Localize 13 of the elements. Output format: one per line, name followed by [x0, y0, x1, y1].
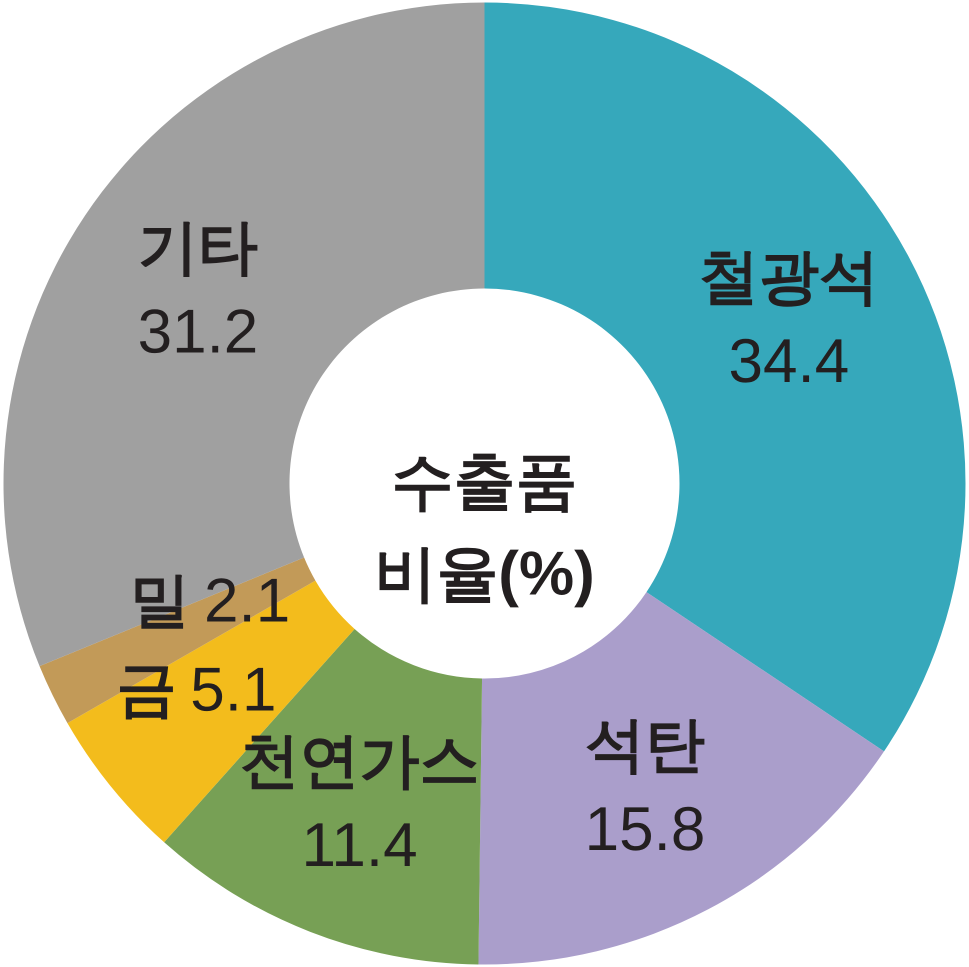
data-label: 15.8 — [584, 794, 706, 864]
data-label: 31.2 — [138, 297, 258, 366]
slice-label: 석탄 — [584, 710, 705, 778]
data-label: 5.1 — [190, 655, 276, 724]
slice-label: 철광석 — [698, 243, 879, 310]
slice-label: 천연가스 — [240, 727, 480, 794]
data-label: 2.1 — [204, 566, 290, 636]
slice-label: 기타 — [138, 213, 258, 280]
data-label: 34.4 — [728, 327, 850, 396]
data-label: 11.4 — [301, 811, 418, 880]
slice-label: 금 — [116, 655, 176, 722]
slice-label: 밀 — [130, 566, 190, 634]
text: 수출품 비율(%) — [374, 448, 595, 608]
